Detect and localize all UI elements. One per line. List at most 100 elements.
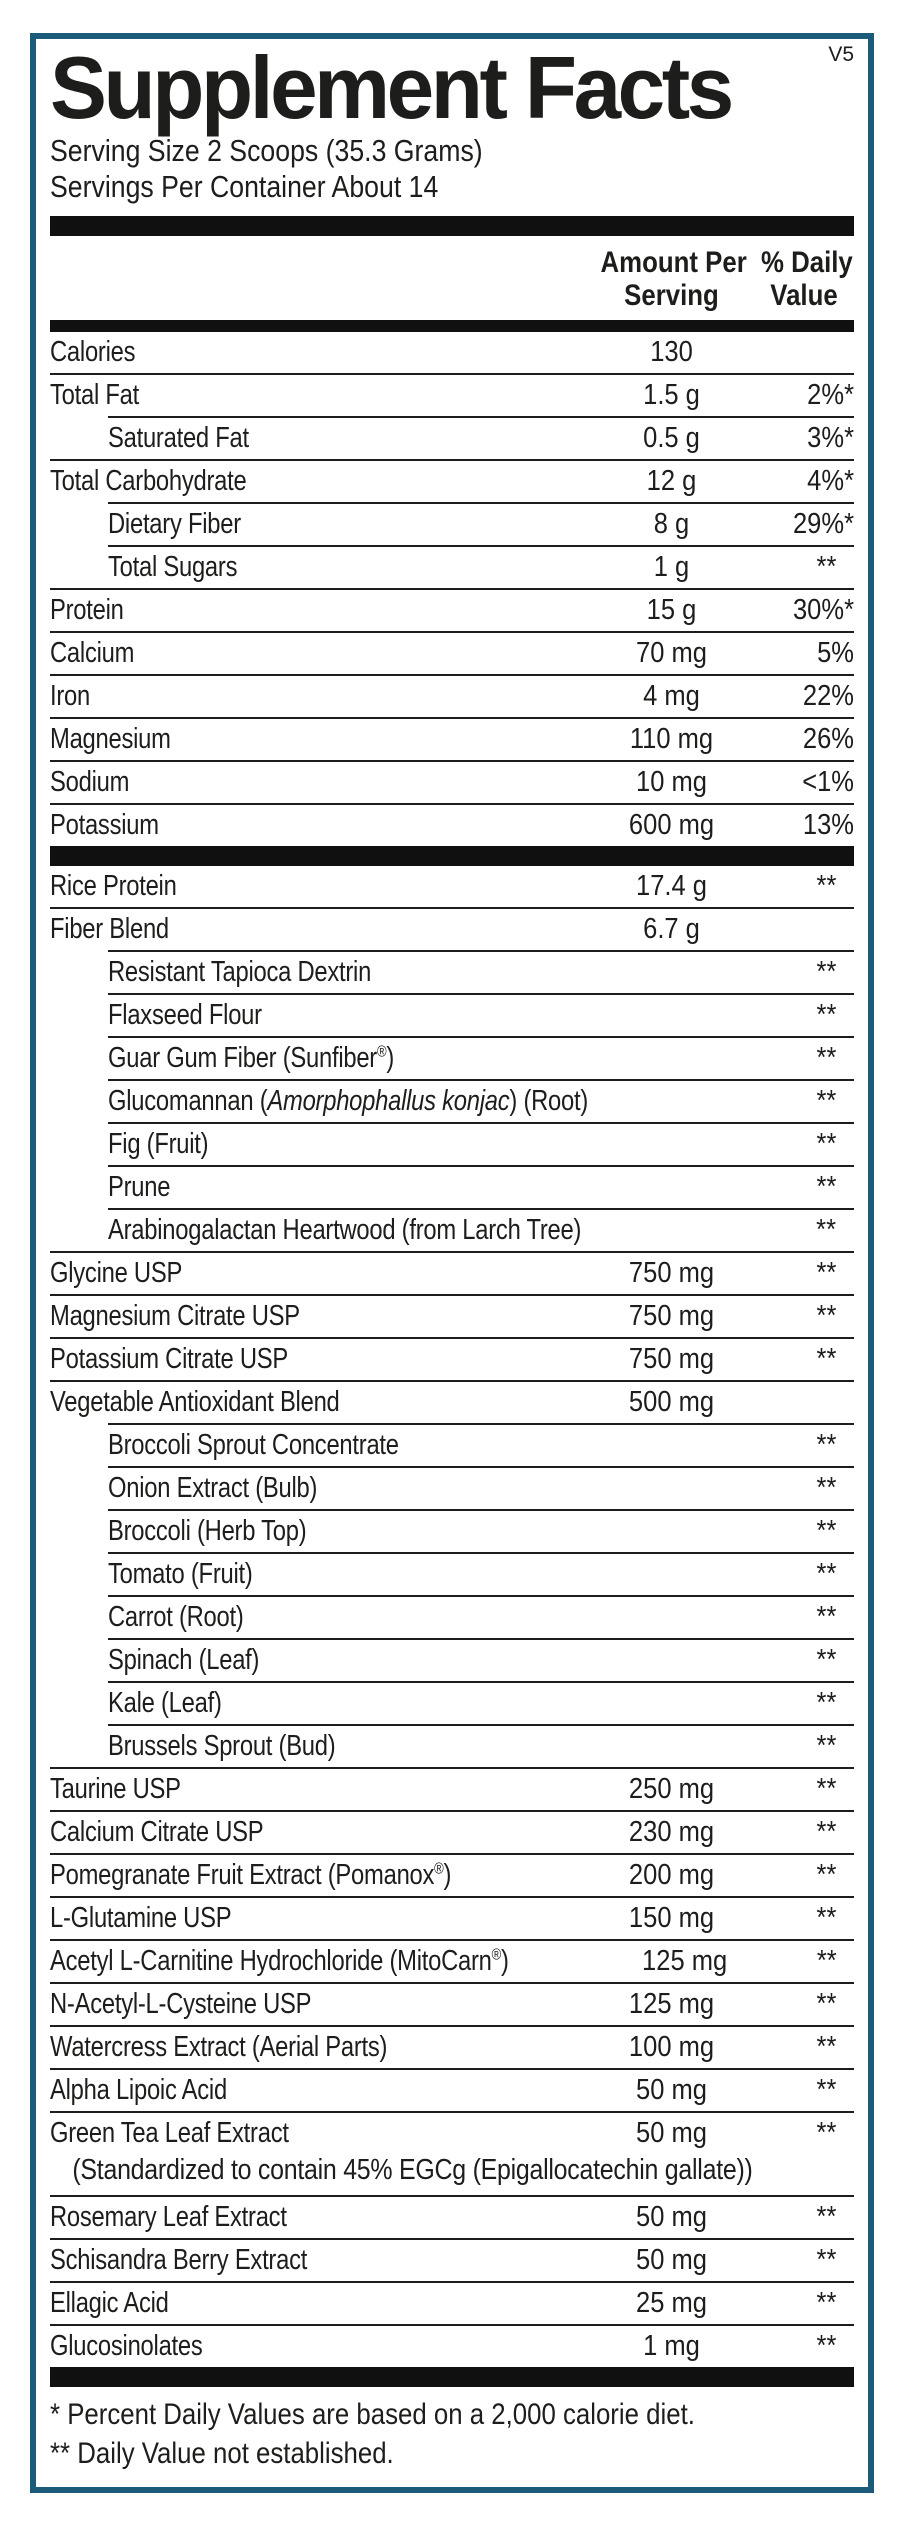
- row-daily-value: **: [816, 1471, 837, 1504]
- row-amount: 50 mg: [636, 2073, 707, 2106]
- row-label: Total Sugars: [108, 550, 238, 583]
- row-label: Sodium: [50, 765, 130, 798]
- table-row: Ellagic Acid 25 mg **: [50, 2280, 854, 2324]
- table-row: Calcium 70 mg 5%: [50, 630, 854, 674]
- row-amount: 25 mg: [636, 2286, 707, 2319]
- row-amount: 12 g: [646, 464, 697, 497]
- row-label: Saturated Fat: [108, 421, 249, 454]
- row-amount: 125 mg: [628, 1987, 715, 2020]
- row-amount: 50 mg: [636, 2200, 707, 2233]
- row-amount: 750 mg: [628, 1342, 715, 1375]
- row-amount: 70 mg: [636, 636, 707, 669]
- serving-size-line: Serving Size 2 Scoops (35.3 Grams): [50, 132, 483, 168]
- row-label: Guar Gum Fiber (Sunfiber®): [108, 1041, 395, 1074]
- row-daily-value: **: [816, 1944, 837, 1977]
- table-row: Schisandra Berry Extract 50 mg **: [50, 2237, 854, 2281]
- table-row: Tomato (Fruit) **: [108, 1551, 854, 1595]
- row-daily-value: **: [816, 1170, 837, 1203]
- table-row: Rosemary Leaf Extract 50 mg **: [50, 2194, 854, 2238]
- row-daily-value: **: [816, 1041, 837, 1074]
- divider-bar-bottom: [50, 2366, 854, 2387]
- title-row: Supplement Facts V5: [50, 43, 854, 133]
- row-daily-value: 29%*: [792, 507, 854, 540]
- row-label: Flaxseed Flour: [108, 998, 262, 1031]
- table-row: Watercress Extract (Aerial Parts) 100 mg *…: [50, 2024, 854, 2068]
- row-daily-value: **: [816, 1987, 837, 2020]
- row-daily-value: **: [816, 1342, 837, 1375]
- table-row: Broccoli (Herb Top) **: [108, 1508, 854, 1552]
- row-amount: 500 mg: [628, 1385, 715, 1418]
- row-daily-value: **: [816, 2200, 837, 2233]
- row-label: Green Tea Leaf Extract: [50, 2116, 289, 2149]
- divider-bar-middle: [50, 845, 854, 866]
- row-daily-value: **: [816, 1428, 837, 1461]
- table-row: Dietary Fiber 8 g 29%*: [108, 501, 854, 545]
- table-row: Glucomannan (Amorphophallus konjac) (Roo…: [108, 1078, 854, 1122]
- row-daily-value: **: [816, 1127, 837, 1160]
- row-label: Rice Protein: [50, 869, 177, 902]
- row-amount: 1 mg: [643, 2329, 700, 2362]
- row-daily-value: <1%: [802, 765, 854, 798]
- row-label: Total Carbohydrate: [50, 464, 247, 497]
- divider-bar-top: [50, 215, 854, 236]
- row-label: Pomegranate Fruit Extract (Pomanox®): [50, 1858, 452, 1891]
- row-label: Spinach (Leaf): [108, 1643, 260, 1676]
- row-label: Glucosinolates: [50, 2329, 203, 2362]
- table-row: Calcium Citrate USP 230 mg **: [50, 1809, 854, 1853]
- footnote-not-established: ** Daily Value not established.: [50, 2436, 394, 2470]
- row-amount: 4 mg: [643, 679, 700, 712]
- row-label: Glycine USP: [50, 1256, 183, 1289]
- row-label: Rosemary Leaf Extract: [50, 2200, 287, 2233]
- table-row: Calories 130: [50, 332, 854, 373]
- row-label: N-Acetyl-L-Cysteine USP: [50, 1987, 312, 2020]
- row-daily-value: **: [816, 2116, 837, 2149]
- table-row: Total Carbohydrate 12 g 4%*: [50, 458, 854, 502]
- percent-daily-value-header: % Daily Value: [761, 245, 853, 312]
- row-daily-value: **: [816, 1299, 837, 1332]
- row-amount: 10 mg: [636, 765, 707, 798]
- row-label: Magnesium Citrate USP: [50, 1299, 300, 1332]
- row-label: Potassium Citrate USP: [50, 1342, 289, 1375]
- amount-per-serving-header: Amount Per Serving: [600, 245, 747, 312]
- row-label: Carrot (Root): [108, 1600, 244, 1633]
- table-row: Kale (Leaf) **: [108, 1680, 854, 1724]
- row-label: Tomato (Fruit): [108, 1557, 253, 1590]
- table-row: Saturated Fat 0.5 g 3%*: [108, 415, 854, 459]
- column-header-row: Amount Per Serving % Daily Value: [50, 236, 854, 320]
- row-daily-value: **: [816, 1858, 837, 1891]
- row-daily-value: **: [816, 2030, 837, 2063]
- row-label: Taurine USP: [50, 1772, 181, 1805]
- table-row: Glycine USP 750 mg **: [50, 1250, 854, 1294]
- servings-per-container-line: Servings Per Container About 14: [50, 169, 439, 205]
- row-label: Dietary Fiber: [108, 507, 241, 540]
- row-daily-value: 4%*: [807, 464, 854, 497]
- table-row: Potassium 600 mg 13%: [50, 802, 854, 846]
- row-daily-value: **: [816, 2243, 837, 2276]
- table-row: Broccoli Sprout Concentrate **: [108, 1422, 854, 1466]
- row-daily-value: **: [816, 2073, 837, 2106]
- table-row: Total Fat 1.5 g 2%*: [50, 372, 854, 416]
- row-daily-value: 13%: [802, 808, 854, 841]
- table-row: Spinach (Leaf) **: [108, 1637, 854, 1681]
- footnotes: * Percent Daily Values are based on a 2,…: [50, 2387, 854, 2473]
- table-row: Flaxseed Flour **: [108, 992, 854, 1036]
- table-row: Alpha Lipoic Acid 50 mg **: [50, 2067, 854, 2111]
- row-label: Prune: [108, 1170, 171, 1203]
- row-daily-value: 30%*: [792, 593, 854, 626]
- row-amount: 600 mg: [628, 808, 715, 841]
- row-label: Total Fat: [50, 378, 139, 411]
- row-label: Vegetable Antioxidant Blend: [50, 1385, 340, 1418]
- table-row: Taurine USP 250 mg **: [50, 1766, 854, 1810]
- table-row: Magnesium Citrate USP 750 mg **: [50, 1293, 854, 1337]
- row-daily-value: **: [816, 1213, 837, 1246]
- row-daily-value: **: [816, 1772, 837, 1805]
- table-row: Arabinogalactan Heartwood (from Larch Tr…: [108, 1207, 854, 1251]
- row-label: Calcium: [50, 636, 135, 669]
- row-daily-value: **: [816, 1815, 837, 1848]
- row-label: Schisandra Berry Extract: [50, 2243, 308, 2276]
- table-row: Brussels Sprout (Bud) **: [108, 1723, 854, 1767]
- row-daily-value: **: [816, 1643, 837, 1676]
- row-daily-value: **: [816, 1686, 837, 1719]
- table-row: Rice Protein 17.4 g **: [50, 866, 854, 907]
- row-label: Calcium Citrate USP: [50, 1815, 264, 1848]
